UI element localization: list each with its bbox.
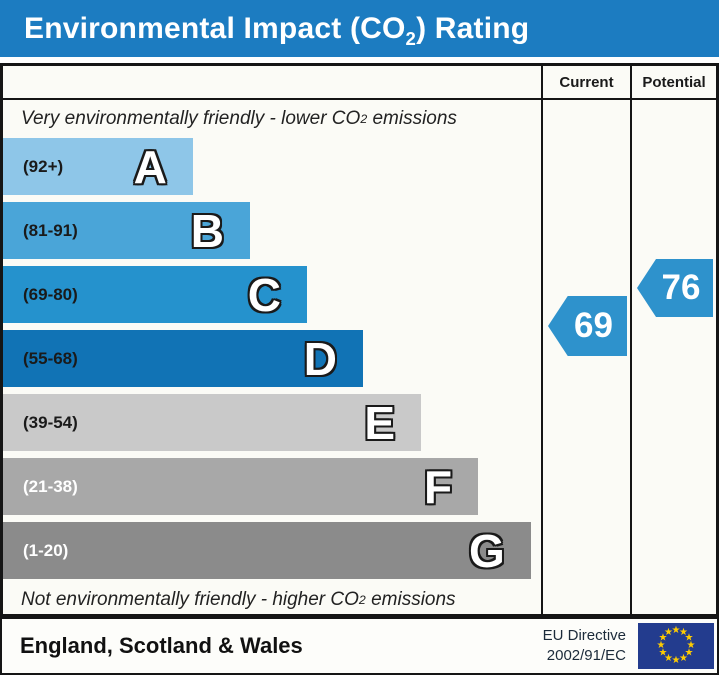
page-title-text: Environmental Impact (CO: [24, 12, 406, 45]
bottom-note-suffix: emissions: [365, 589, 456, 610]
band-d-range: (55-68): [23, 348, 78, 368]
bottom-note: Not environmentally friendly - higher CO…: [3, 586, 541, 614]
band-e-letter: E: [364, 396, 396, 449]
eu-flag-star: ★: [658, 647, 668, 659]
current-rating-value: 69: [574, 306, 613, 345]
header-spacer: [3, 66, 541, 98]
top-note: Very environmentally friendly - lower CO…: [3, 100, 541, 138]
potential-rating-arrow: 76: [637, 259, 713, 317]
band-b-letter: B: [190, 204, 224, 257]
column-header-potential: Potential: [630, 66, 716, 98]
page-title: Environmental Impact (CO2) Rating: [0, 0, 719, 57]
band-a-bar: (92+) A: [3, 138, 193, 195]
footer-region-label: England, Scotland & Wales: [20, 633, 303, 658]
eu-flag-star: ★: [658, 632, 668, 644]
eu-directive-label: EU Directive 2002/91/EC: [543, 626, 626, 667]
eu-flag-star: ★: [679, 652, 688, 664]
eu-directive-line1: EU Directive: [542, 626, 626, 644]
eu-flag-icon: ★ ★ ★ ★ ★ ★ ★ ★ ★ ★ ★ ★: [638, 623, 714, 669]
band-g-letter: G: [468, 524, 505, 577]
top-note-subscript: 2: [360, 112, 368, 126]
eu-flag-star: ★: [664, 627, 673, 639]
band-b-range: (81-91): [23, 220, 78, 240]
current-column: 69: [541, 100, 630, 614]
eu-flag-star: ★: [684, 647, 694, 659]
eu-directive-line2: 2002/91/EC: [546, 647, 626, 664]
band-d-letter: D: [303, 332, 337, 385]
band-e-range: (39-54): [23, 412, 78, 432]
band-f-range: (21-38): [23, 476, 78, 496]
band-c-range: (69-80): [23, 284, 78, 304]
column-header-current: Current: [541, 66, 630, 98]
band-e-bar: (39-54) E: [3, 394, 422, 451]
band-f-bar: (21-38) F: [3, 458, 479, 515]
bottom-note-subscript: 2: [358, 593, 366, 607]
band-chart: Very environmentally friendly - lower CO…: [3, 100, 541, 614]
table-header-row: Current Potential: [3, 66, 716, 100]
band-b-bar: (81-91) B: [3, 202, 250, 259]
band-c-letter: C: [247, 268, 281, 321]
eu-flag-star: ★: [686, 640, 696, 651]
band-c-bar: (69-80) C: [3, 266, 307, 323]
current-rating-arrow: 69: [548, 296, 627, 356]
table-body: Very environmentally friendly - lower CO…: [3, 100, 716, 614]
eu-flag-star: ★: [656, 640, 666, 651]
eu-flag-star: ★: [679, 627, 688, 639]
top-note-suffix: emissions: [367, 108, 457, 129]
band-g-bar: (1-20) G: [3, 522, 531, 579]
band-f-letter: F: [423, 460, 453, 513]
bottom-note-text: Not environmentally friendly - higher CO: [21, 589, 359, 610]
eu-flag-star: ★: [664, 652, 673, 664]
potential-rating-value: 76: [661, 268, 701, 307]
eu-flag-star: ★: [684, 632, 694, 644]
potential-column: 76: [630, 100, 716, 614]
page-title-suffix: ) Rating: [416, 12, 530, 45]
band-a-range: (92+): [23, 156, 64, 176]
band-a-letter: A: [133, 140, 167, 193]
eu-flag-star: ★: [671, 655, 681, 666]
rating-table: Current Potential Very environmentally f…: [0, 63, 719, 617]
band-g-range: (1-20): [23, 540, 69, 560]
band-d-bar: (55-68) D: [3, 330, 363, 387]
top-note-text: Very environmentally friendly - lower CO: [21, 108, 361, 129]
footer-bar: England, Scotland & Wales EU Directive 2…: [0, 617, 719, 675]
eu-flag-star: ★: [671, 625, 681, 636]
page-title-subscript: 2: [405, 28, 417, 49]
